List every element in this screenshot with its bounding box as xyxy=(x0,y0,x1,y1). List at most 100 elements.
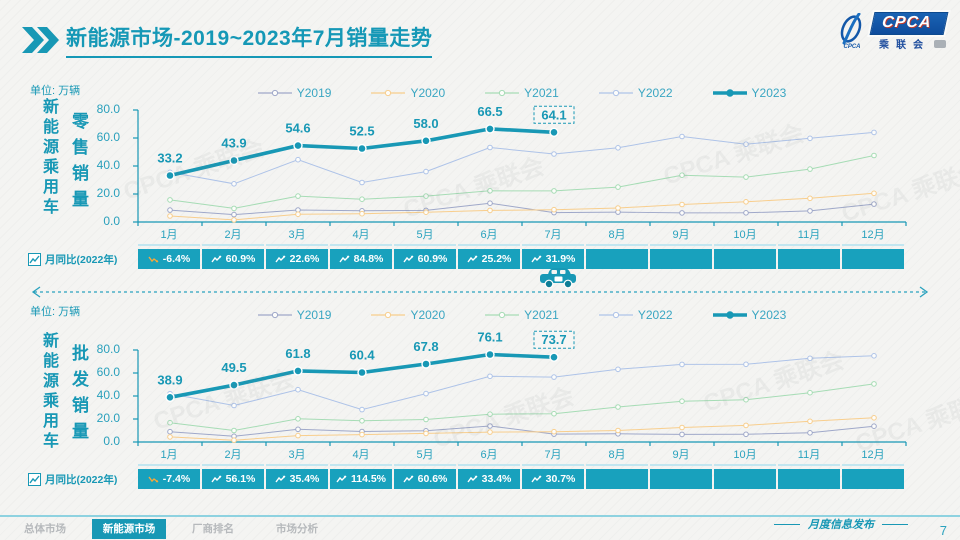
footer-tab-总体市场[interactable]: 总体市场 xyxy=(24,523,66,535)
yoy-cell xyxy=(714,469,776,489)
month-label: 9月 xyxy=(650,226,712,246)
trend-chart-icon xyxy=(28,472,41,486)
group-label-wholesale: 新能源乘用车 xyxy=(40,332,57,452)
month-label: 12月 xyxy=(842,226,904,246)
data-point-label: 38.9 xyxy=(157,372,182,387)
legend-item-Y2023: Y2023 xyxy=(712,86,786,100)
yoy-cell: 114.5% xyxy=(330,469,392,489)
trend-up-icon xyxy=(531,255,542,263)
series-Y2020-marker xyxy=(743,422,749,429)
yoy-cell: -7.4% xyxy=(138,469,200,489)
page-title-main: 新能源市场 xyxy=(66,27,174,50)
series-Y2022-marker xyxy=(487,144,493,151)
series-Y2023-marker xyxy=(165,392,175,403)
y-axis-tick-label: 40.0 xyxy=(96,388,120,402)
series-Y2021-marker xyxy=(679,172,685,178)
series-Y2022-marker xyxy=(231,181,237,187)
month-label: 8月 xyxy=(586,226,648,246)
series-Y2022-marker xyxy=(871,129,877,136)
series-Y2022-marker xyxy=(551,151,557,157)
legend-marker-Y2019 xyxy=(257,89,292,97)
series-Y2022-marker xyxy=(615,145,621,151)
legend-item-Y2020: Y2020 xyxy=(371,86,445,100)
series-Y2020-marker xyxy=(487,207,493,214)
series-Y2020-marker xyxy=(679,424,685,431)
data-point-label: 61.8 xyxy=(285,346,310,361)
footer-divider xyxy=(0,515,960,517)
series-Y2019-marker xyxy=(743,210,749,216)
footer-tab-新能源市场[interactable]: 新能源市场 xyxy=(92,519,166,539)
footer-tab-厂商排名[interactable]: 厂商排名 xyxy=(192,523,234,535)
yoy-value: 84.8% xyxy=(353,253,384,265)
yoy-value: 30.7% xyxy=(545,473,576,485)
footer-nav: 总体市场 新能源市场 厂商排名 市场分析 xyxy=(8,519,334,539)
highlight-label-box xyxy=(533,330,575,349)
series-Y2021-marker xyxy=(167,197,173,203)
series-Y2020-marker xyxy=(359,431,365,438)
yoy-cell: -6.4% xyxy=(138,249,200,269)
yoy-cell: 22.6% xyxy=(266,249,328,269)
series-Y2022-marker xyxy=(679,361,685,368)
legend-item-Y2020: Y2020 xyxy=(371,308,445,322)
trend-down-icon xyxy=(148,256,159,263)
month-label: 9月 xyxy=(650,446,712,466)
yoy-value: 22.6% xyxy=(289,253,320,265)
series-Y2019-marker xyxy=(167,428,173,435)
yoy-cell: 60.6% xyxy=(394,469,456,489)
series-Y2021-marker xyxy=(231,205,237,212)
series-Y2022-marker xyxy=(807,135,813,142)
trend-up-icon xyxy=(275,255,286,263)
data-point-label: 60.4 xyxy=(349,348,375,363)
y-axis-tick-label: 40.0 xyxy=(96,158,120,172)
legend-label: Y2020 xyxy=(410,86,446,100)
y-axis-tick-label: 80.0 xyxy=(96,102,120,116)
month-label: 1月 xyxy=(138,226,200,246)
series-Y2022-marker xyxy=(871,353,877,359)
month-label: 2月 xyxy=(202,446,264,466)
legend-marker-Y2020 xyxy=(371,311,406,319)
trend-chart-icon xyxy=(28,252,41,266)
yoy-value: -7.4% xyxy=(162,473,191,485)
wholesale-chart-plot: 38.9 49.5 61.8 60.4 67.8 76.1 73.7 xyxy=(133,329,907,446)
series-Y2021-marker xyxy=(295,193,301,199)
series-Y2020-marker xyxy=(359,210,365,217)
data-point-label: 76.1 xyxy=(477,329,502,344)
yoy-row-retail: -6.4% 60.9% 22.6% 84.8% 60.9% 25.2% 31.9% xyxy=(138,249,906,269)
footer-tab-市场分析[interactable]: 市场分析 xyxy=(276,523,318,535)
trend-down-icon xyxy=(148,476,159,483)
series-Y2020-marker xyxy=(615,205,621,211)
legend-marker-Y2021 xyxy=(485,89,520,97)
trend-up-icon xyxy=(339,255,350,263)
series-Y2021-marker xyxy=(871,152,877,159)
data-point-label: 52.5 xyxy=(349,124,374,139)
series-Y2022-marker xyxy=(295,156,301,163)
series-Y2019-line xyxy=(169,202,875,216)
data-point-label: 64.1 xyxy=(541,107,566,122)
series-Y2022-marker xyxy=(359,406,365,413)
cpca-logo-text: CPCA 乘联会 xyxy=(869,12,949,51)
month-label: 5月 xyxy=(394,446,456,466)
series-Y2019-marker xyxy=(295,426,301,433)
yoy-value: 60.9% xyxy=(225,253,256,265)
series-Y2021-marker xyxy=(807,389,813,396)
legend-marker-Y2022 xyxy=(598,89,633,97)
release-line-right xyxy=(882,523,908,525)
legend-marker-Y2022 xyxy=(598,311,633,319)
legend-retail: Y2019 Y2020 Y2021 Y2022 Y2023 xyxy=(138,86,906,100)
trend-up-icon xyxy=(211,475,222,483)
trend-up-icon xyxy=(403,475,414,483)
y-axis-tick-label: 0.0 xyxy=(103,434,120,448)
y-axis-tick-label: 60.0 xyxy=(96,130,120,144)
yoy-cell: 33.4% xyxy=(458,469,520,489)
series-Y2021-marker xyxy=(359,418,365,424)
yoy-label-wholesale: 月同比(2022年) xyxy=(28,469,136,489)
series-Y2020-marker xyxy=(679,201,685,208)
legend-item-Y2019: Y2019 xyxy=(257,308,331,322)
data-point-label: 33.2 xyxy=(157,151,182,166)
yoy-value: 25.2% xyxy=(481,253,512,265)
month-label: 6月 xyxy=(458,446,520,466)
yoy-label-retail: 月同比(2022年) xyxy=(28,249,136,269)
trend-up-icon xyxy=(275,475,286,483)
series-Y2020-marker xyxy=(167,434,173,440)
